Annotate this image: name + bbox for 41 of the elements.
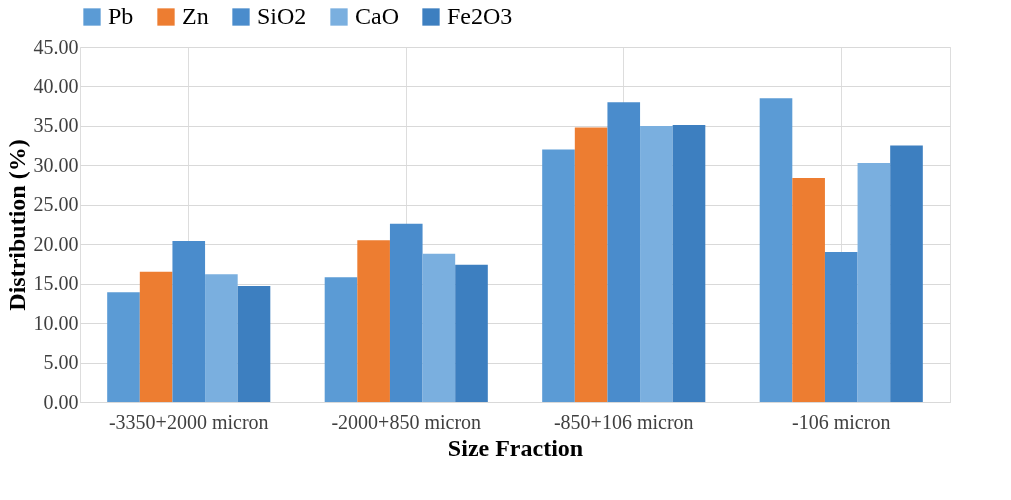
bar: [389, 223, 423, 402]
x-tick-label: -3350+2000 micron: [108, 410, 269, 433]
legend-label: Fe2O3: [447, 3, 513, 29]
bar: [759, 98, 793, 402]
bar: [205, 274, 238, 402]
y-tick-label: 40.00: [33, 74, 79, 97]
y-tick-label: 25.00: [33, 193, 79, 216]
y-tick-label: 15.00: [33, 272, 79, 295]
bar: [324, 277, 358, 402]
y-tick-label: 20.00: [33, 232, 79, 255]
y-tick-label: 10.00: [33, 311, 79, 334]
bar: [455, 264, 488, 402]
bar: [172, 241, 206, 402]
x-axis-title: Size Fraction: [447, 434, 584, 461]
y-tick-label: 35.00: [33, 114, 79, 137]
y-tick-label: 30.00: [33, 153, 79, 176]
y-axis-title: Distribution (%): [3, 139, 30, 311]
legend-label: CaO: [355, 3, 399, 29]
bar: [607, 102, 641, 402]
legend-label: Zn: [182, 3, 209, 29]
bar: [139, 271, 173, 402]
y-tick-label: 5.00: [43, 351, 79, 374]
bar: [792, 177, 825, 402]
bar: [422, 253, 456, 402]
y-tick-label: 45.00: [33, 35, 79, 58]
bar: [542, 149, 575, 402]
bar: [824, 252, 858, 402]
bar: [574, 127, 608, 402]
bar: [857, 162, 891, 402]
legend-label: Pb: [108, 3, 134, 29]
x-tick-label: -850+106 micron: [553, 410, 694, 433]
legend-label: SiO2: [257, 3, 307, 29]
y-tick-label: 0.00: [43, 390, 79, 413]
bar: [672, 125, 706, 402]
bar: [237, 286, 271, 402]
x-tick-label: -106 micron: [792, 410, 891, 433]
bar: [357, 240, 390, 402]
bar: [640, 125, 673, 402]
bar: [890, 145, 923, 402]
bar: [107, 292, 140, 402]
x-tick-label: -2000+850 micron: [331, 410, 482, 433]
